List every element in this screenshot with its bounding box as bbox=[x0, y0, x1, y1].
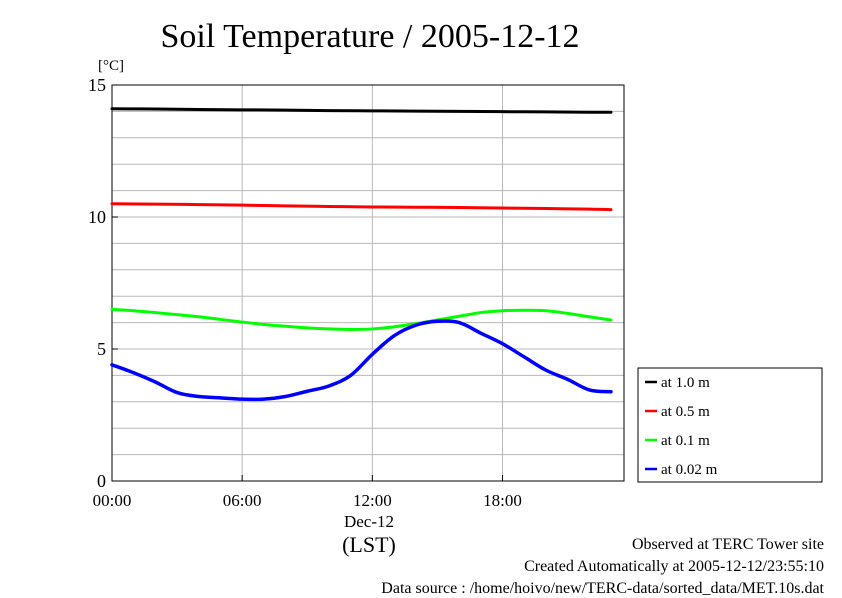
plot-area-frame bbox=[111, 84, 625, 482]
series-line-at-0-1-m bbox=[110, 307, 613, 331]
legend-box bbox=[637, 367, 823, 483]
y-tick-label: 10 bbox=[88, 207, 106, 227]
legend-label-at-1-0-m: at 1.0 m bbox=[661, 375, 710, 391]
legend: at 1.0 m at 0.5 m at 0.1 m at 0.02 m bbox=[637, 367, 823, 483]
x-tick-label: 18:00 bbox=[483, 491, 522, 510]
x-axis-date-label: Dec-12 bbox=[344, 512, 394, 531]
data-series bbox=[110, 107, 613, 402]
series-line-at-0-02-m bbox=[110, 319, 613, 402]
legend-label-at-0-1-m: at 0.1 m bbox=[661, 433, 710, 449]
legend-label-at-0-02-m: at 0.02 m bbox=[661, 462, 718, 478]
footer-data-source: Data source : /home/hoivo/new/TERC-data/… bbox=[381, 580, 824, 597]
y-axis-label: [°C] bbox=[98, 58, 124, 74]
grid-lines bbox=[112, 85, 624, 481]
x-tick-label: 06:00 bbox=[223, 491, 262, 510]
legend-label-at-0-5-m: at 0.5 m bbox=[661, 404, 710, 420]
footer-site-note: Observed at TERC Tower site bbox=[631, 536, 824, 553]
series-line-at-0-5-m bbox=[110, 202, 613, 212]
y-tick-label: 15 bbox=[88, 75, 106, 95]
y-tick-label: 5 bbox=[97, 339, 106, 359]
series-line-at-1-0-m bbox=[110, 107, 613, 114]
chart-title: Soil Temperature / 2005-12-12 bbox=[160, 18, 579, 55]
y-tick-label: 0 bbox=[97, 471, 106, 491]
x-tick-label: 12:00 bbox=[353, 491, 392, 510]
x-tick-label: 00:00 bbox=[93, 491, 132, 510]
x-axis-label: (LST) bbox=[342, 532, 396, 557]
footer-created-note: Created Automatically at 2005-12-12/23:5… bbox=[524, 558, 824, 575]
axis-ticks: 0 5 10 15 00:00 06:00 12:00 18:00 bbox=[88, 75, 522, 510]
